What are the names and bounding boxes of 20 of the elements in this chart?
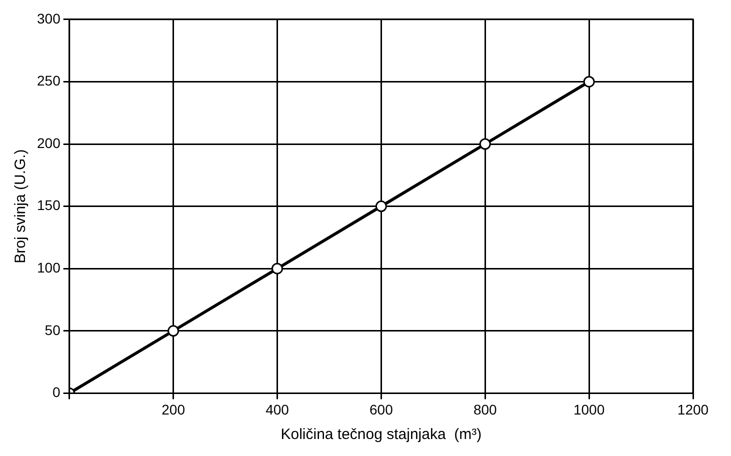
point [479,138,491,150]
x-tick-label: 600 [370,401,394,418]
point [168,325,180,337]
point [271,262,283,274]
y-tick-label: 200 [37,134,61,151]
y-axis-title: Broj svinja (U.G.) [12,149,30,264]
x-tick-label: 1200 [677,401,709,418]
y-tick-label: 100 [37,259,61,276]
y-tick-label: 0 [52,384,61,400]
y-tick-label: 150 [37,197,61,214]
x-tick-label: 400 [266,401,290,418]
y-tick-label: 300 [37,10,61,26]
point [375,200,387,212]
x-tick-label: 1000 [573,401,605,418]
y-tick-label: 50 [44,322,61,338]
x-axis-title: Količina tečnog stajnjaka (m³) [280,426,482,444]
y-tick-label: 250 [37,72,61,89]
point [583,76,595,88]
x-tick-label: 200 [162,401,186,418]
x-tick-label: 800 [473,401,498,418]
